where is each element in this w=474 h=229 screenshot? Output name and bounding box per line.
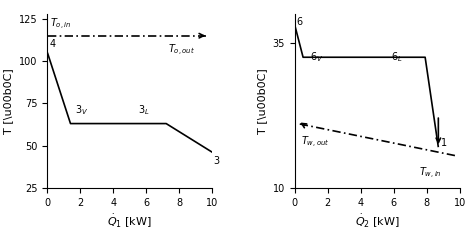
Text: $3_V$: $3_V$ [75, 103, 89, 117]
Text: $T_{o,out}$: $T_{o,out}$ [168, 42, 195, 57]
Text: $T_{o,in}$: $T_{o,in}$ [50, 17, 72, 32]
Y-axis label: T [\u00b0C]: T [\u00b0C] [257, 68, 267, 134]
Text: $6_L$: $6_L$ [391, 50, 402, 63]
X-axis label: $\dot{Q}_2$ [kW]: $\dot{Q}_2$ [kW] [355, 213, 400, 229]
X-axis label: $\dot{Q}_1$ [kW]: $\dot{Q}_1$ [kW] [108, 213, 152, 229]
Text: $6_V$: $6_V$ [310, 50, 323, 63]
Text: 1: 1 [441, 139, 447, 148]
Text: $T_{w,out}$: $T_{w,out}$ [301, 134, 329, 150]
Text: 6: 6 [297, 17, 303, 27]
Text: 3: 3 [213, 156, 219, 166]
Text: 4: 4 [50, 39, 56, 49]
Text: $3_L$: $3_L$ [138, 103, 150, 117]
Y-axis label: T [\u00b0C]: T [\u00b0C] [3, 68, 13, 134]
Text: $T_{w,in}$: $T_{w,in}$ [419, 166, 441, 181]
